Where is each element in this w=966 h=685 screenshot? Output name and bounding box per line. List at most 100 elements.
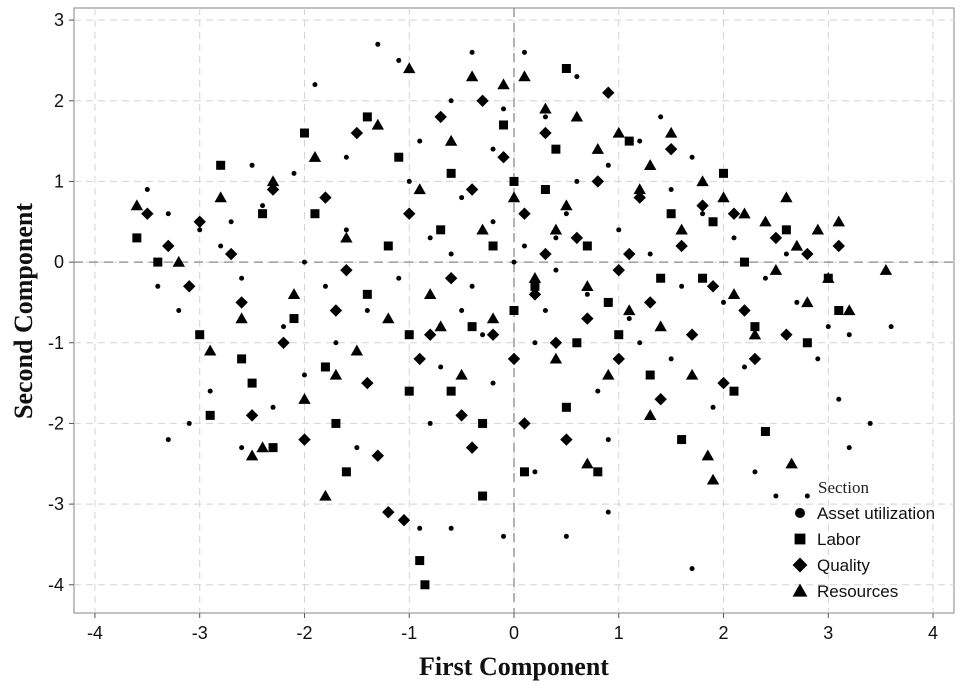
point-resources — [455, 368, 468, 380]
point-resources — [581, 457, 594, 469]
legend-label-asset-utilization: Asset utilization — [817, 504, 935, 523]
point-resources — [822, 272, 835, 283]
x-tick-label: -4 — [87, 623, 103, 643]
point-labor — [802, 338, 812, 348]
point-asset-utilization — [417, 525, 423, 531]
point-quality — [497, 151, 510, 164]
point-quality — [277, 336, 290, 349]
point-resources — [434, 320, 447, 332]
point-labor — [561, 64, 571, 73]
x-axis-title: First Component — [419, 652, 609, 681]
point-labor — [394, 152, 404, 162]
point-asset-utilization — [626, 316, 632, 322]
point-resources — [444, 134, 458, 146]
point-quality — [518, 417, 531, 430]
point-labor — [519, 467, 529, 477]
legend-marker-asset-utilization — [795, 508, 805, 518]
x-tick-label: 2 — [719, 623, 729, 643]
point-resources — [581, 280, 594, 291]
point-asset-utilization — [207, 388, 213, 394]
point-labor — [750, 322, 760, 332]
point-asset-utilization — [165, 211, 171, 217]
point-resources — [549, 352, 563, 364]
point-labor — [362, 289, 372, 299]
point-asset-utilization — [532, 469, 538, 475]
point-labor — [572, 338, 582, 348]
point-asset-utilization — [469, 49, 475, 55]
point-quality — [612, 352, 625, 366]
point-asset-utilization — [301, 372, 307, 378]
point-resources — [832, 215, 845, 227]
point-asset-utilization — [228, 219, 234, 225]
point-resources — [591, 142, 605, 154]
point-quality — [162, 239, 175, 253]
point-quality — [434, 110, 447, 124]
point-asset-utilization — [406, 178, 412, 184]
point-asset-utilization — [459, 308, 465, 313]
point-asset-utilization — [689, 566, 695, 572]
point-asset-utilization — [165, 437, 171, 443]
point-asset-utilization — [239, 275, 245, 281]
point-quality — [193, 215, 206, 228]
point-labor — [656, 273, 666, 283]
point-asset-utilization — [480, 332, 486, 338]
point-asset-utilization — [605, 162, 611, 168]
point-labor — [268, 443, 278, 453]
point-quality — [371, 449, 385, 462]
point-asset-utilization — [144, 187, 150, 192]
point-quality — [581, 312, 594, 325]
x-tick-label: 3 — [823, 623, 833, 643]
point-resources — [497, 78, 510, 90]
point-asset-utilization — [637, 138, 643, 144]
point-resources — [633, 183, 646, 195]
point-labor — [729, 386, 739, 396]
point-quality — [717, 376, 730, 390]
point-resources — [203, 344, 217, 356]
point-quality — [507, 352, 521, 366]
legend-label-labor: Labor — [817, 530, 861, 549]
point-resources — [130, 199, 144, 211]
point-resources — [403, 62, 416, 74]
point-quality — [685, 328, 699, 341]
point-quality — [350, 126, 364, 140]
point-asset-utilization — [616, 227, 622, 233]
point-asset-utilization — [301, 259, 307, 265]
point-labor — [561, 402, 571, 412]
legend: Section Asset utilization Labor Quality Res… — [792, 478, 935, 601]
point-resources — [340, 231, 353, 243]
point-asset-utilization — [438, 364, 444, 370]
point-asset-utilization — [333, 340, 339, 346]
point-resources — [382, 312, 395, 324]
point-asset-utilization — [260, 203, 266, 209]
point-resources — [696, 175, 709, 187]
point-asset-utilization — [490, 146, 496, 152]
y-tick-label: -1 — [48, 333, 64, 353]
point-resources — [298, 393, 311, 404]
point-resources — [717, 191, 730, 203]
point-asset-utilization — [825, 324, 831, 330]
point-quality — [591, 175, 605, 188]
point-quality — [319, 191, 332, 204]
point-resources — [780, 191, 793, 203]
y-tick-label: 2 — [54, 91, 64, 111]
point-labor — [760, 427, 770, 436]
point-labor — [341, 467, 351, 477]
point-labor — [698, 273, 708, 283]
x-tick-label: -3 — [192, 623, 208, 643]
x-tick-label: 0 — [509, 623, 519, 643]
point-asset-utilization — [553, 235, 559, 241]
point-resources — [319, 489, 332, 501]
point-asset-utilization — [239, 445, 245, 451]
point-labor — [540, 185, 550, 194]
point-resources — [623, 304, 636, 316]
x-tick-label: 1 — [614, 623, 624, 643]
point-asset-utilization — [532, 340, 538, 346]
point-asset-utilization — [563, 533, 569, 539]
point-labor — [551, 144, 561, 154]
point-asset-utilization — [553, 267, 559, 273]
point-labor — [310, 209, 320, 219]
point-quality — [664, 142, 678, 156]
point-resources — [413, 183, 426, 195]
point-asset-utilization — [637, 340, 643, 346]
point-labor — [593, 467, 603, 477]
